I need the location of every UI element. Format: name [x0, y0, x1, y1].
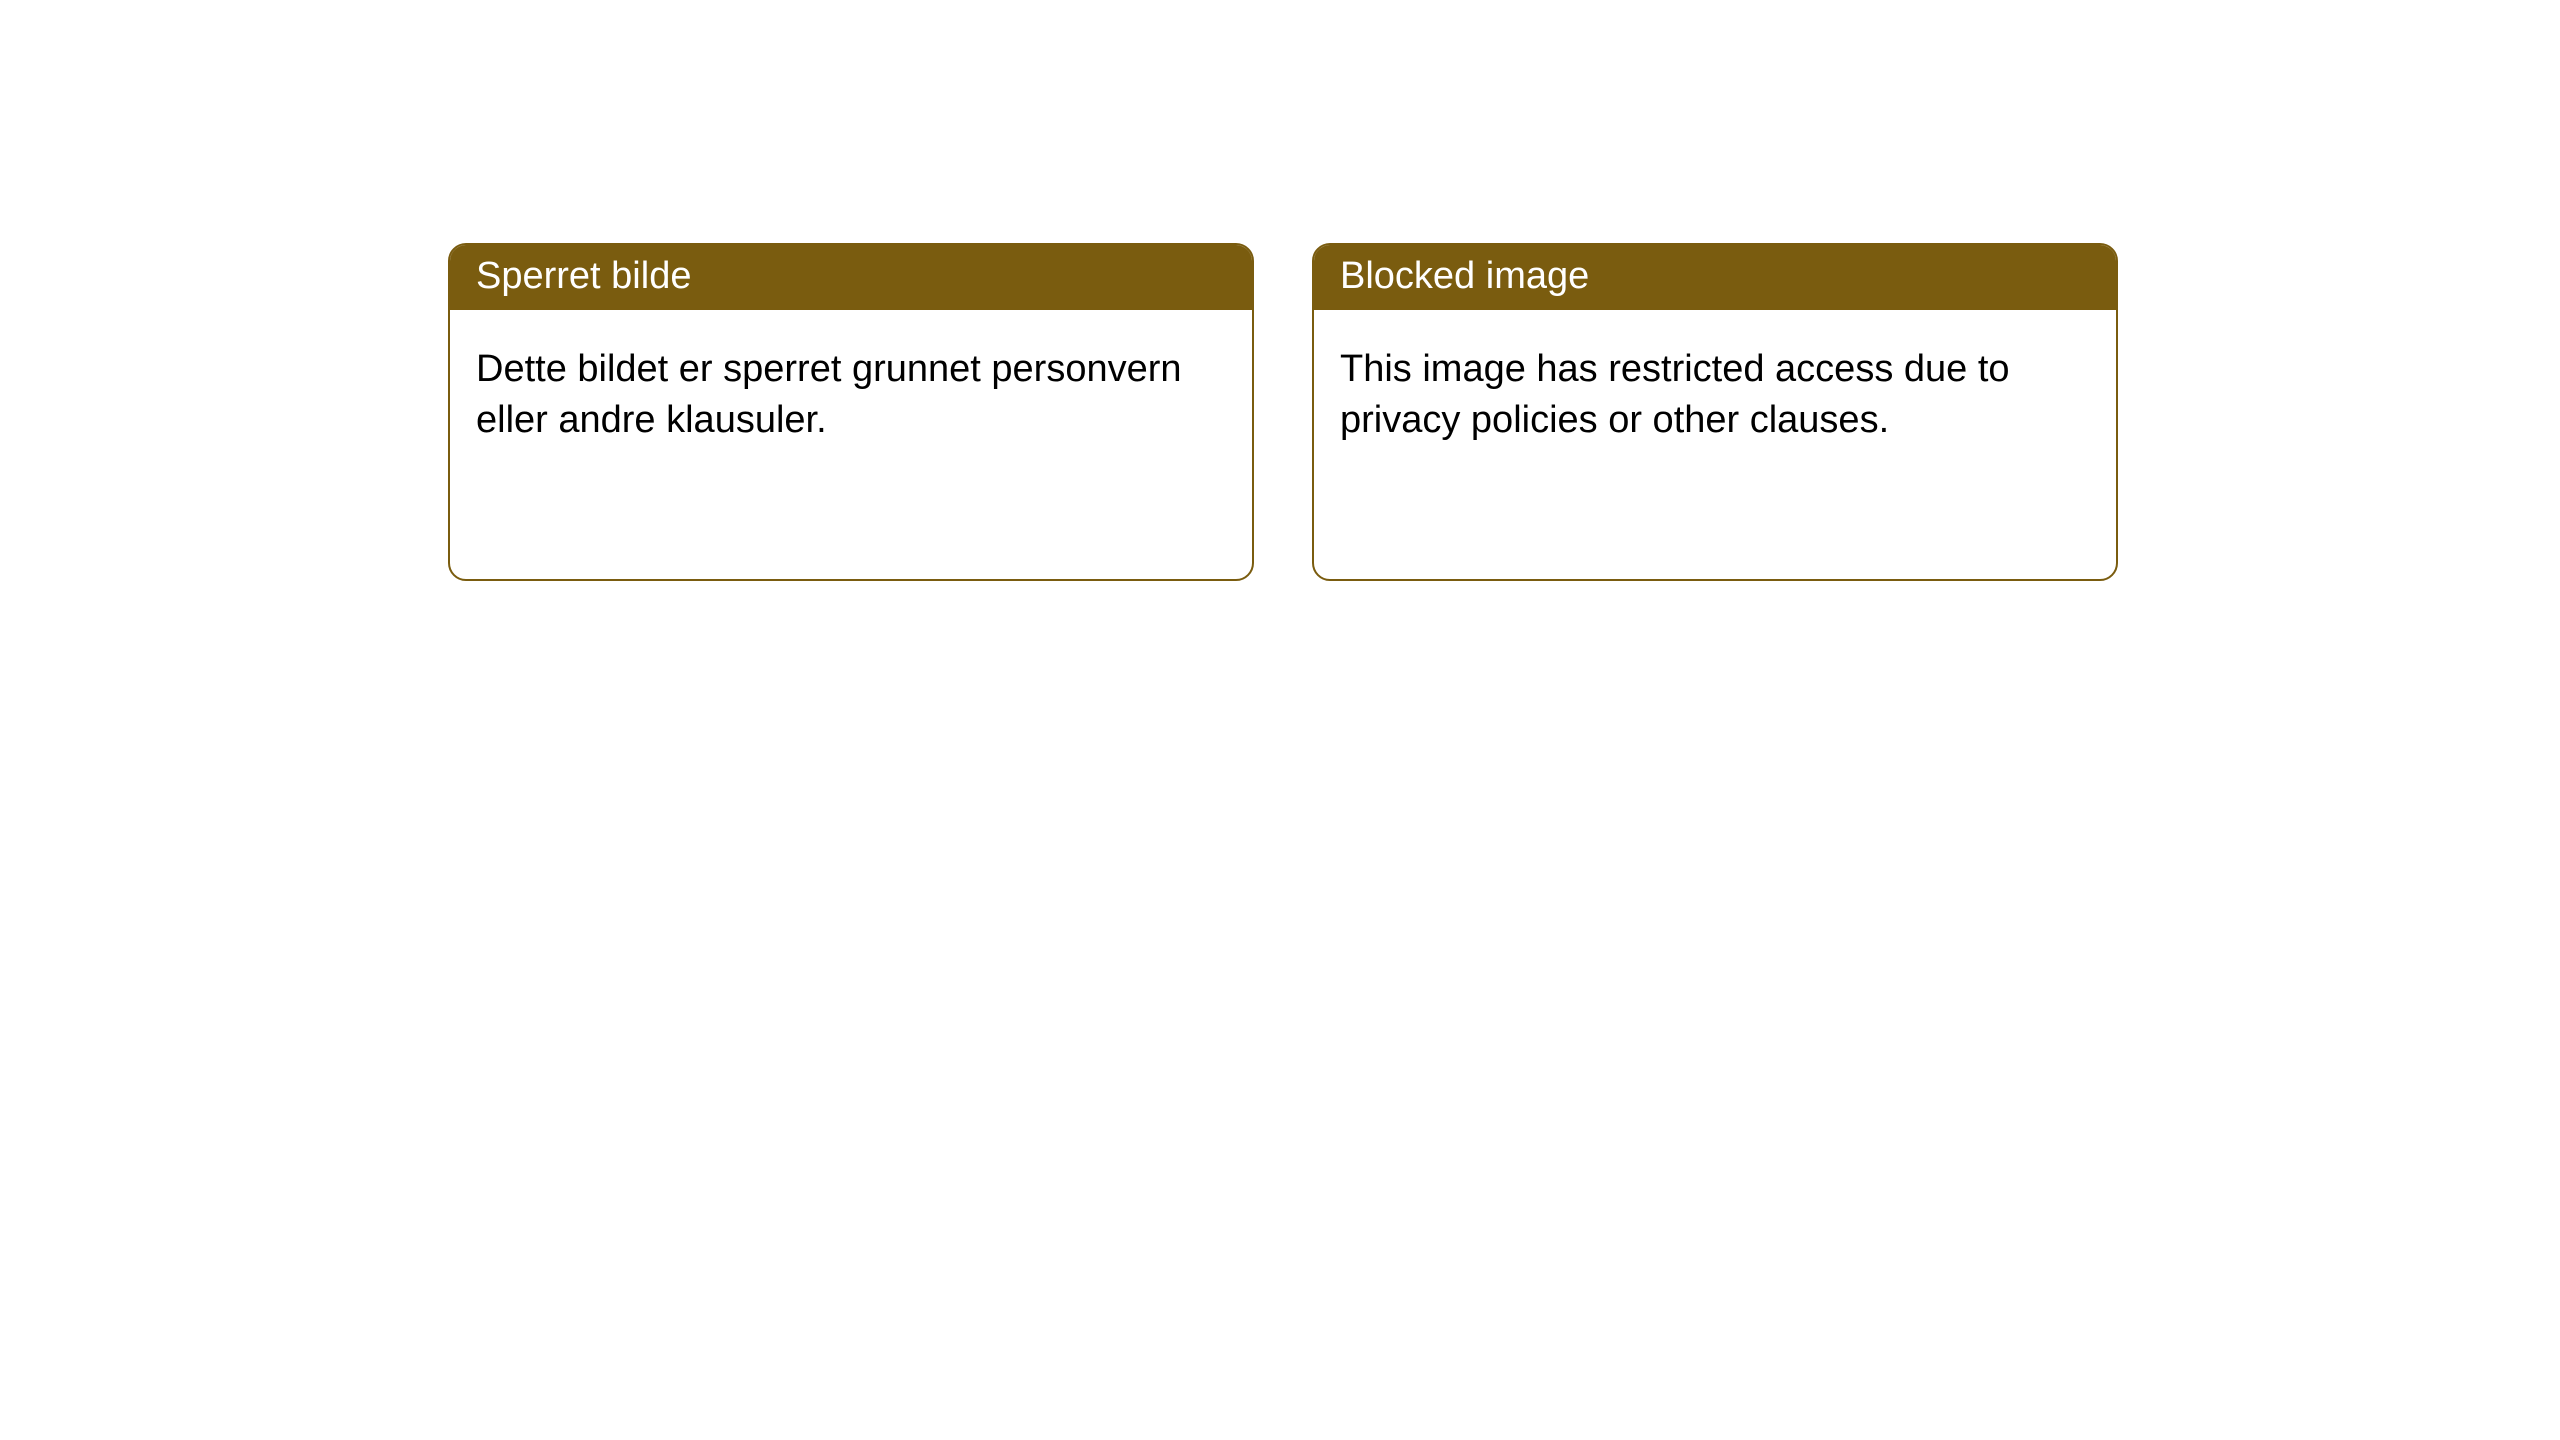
card-body-text: This image has restricted access due to … [1340, 348, 2010, 441]
notice-card-norwegian: Sperret bilde Dette bildet er sperret gr… [448, 243, 1254, 581]
card-title: Blocked image [1340, 255, 1589, 297]
notice-container: Sperret bilde Dette bildet er sperret gr… [0, 0, 2560, 581]
card-header: Sperret bilde [450, 245, 1252, 310]
card-title: Sperret bilde [476, 255, 691, 297]
card-header: Blocked image [1314, 245, 2116, 310]
notice-card-english: Blocked image This image has restricted … [1312, 243, 2118, 581]
card-body: This image has restricted access due to … [1314, 310, 2116, 481]
card-body: Dette bildet er sperret grunnet personve… [450, 310, 1252, 481]
card-body-text: Dette bildet er sperret grunnet personve… [476, 348, 1182, 441]
